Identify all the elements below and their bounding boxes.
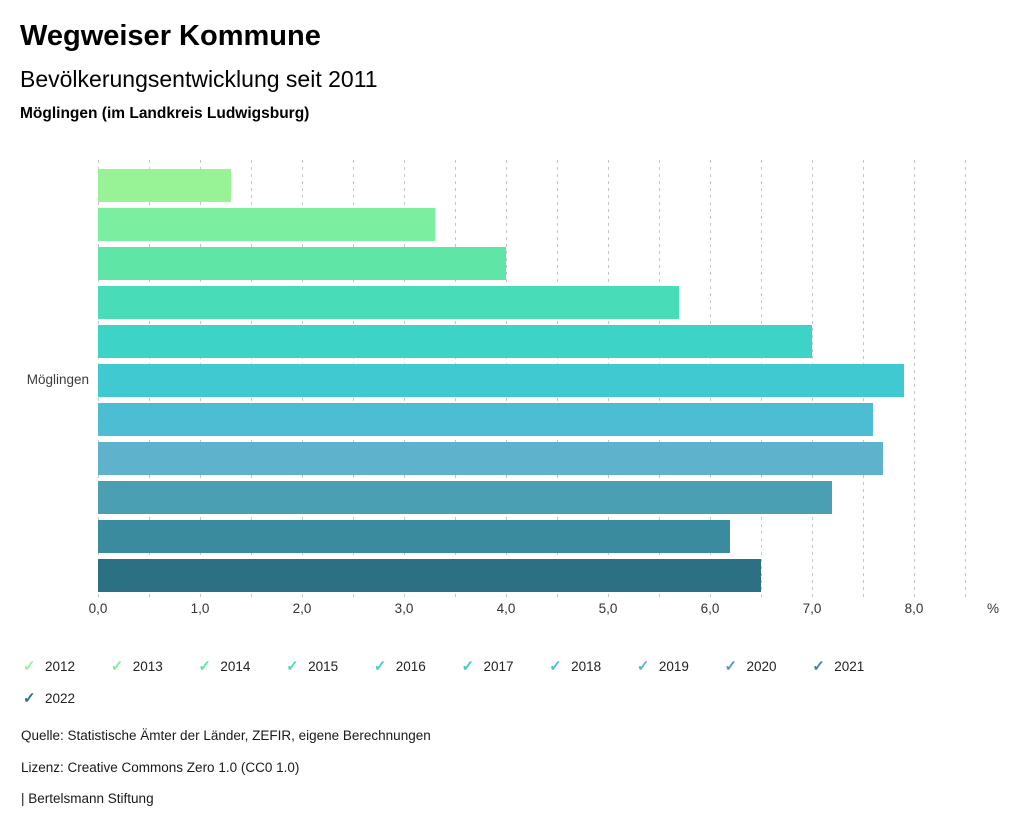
- source-note: Quelle: Statistische Ämter der Länder, Z…: [21, 728, 431, 743]
- legend-item-2018[interactable]: ✓ 2018: [549, 657, 637, 675]
- legend-label: 2017: [483, 658, 514, 674]
- checkmark-icon: ✓: [23, 657, 36, 675]
- bar-2012[interactable]: [98, 169, 231, 202]
- x-tick-label-4,0: 4,0: [496, 601, 516, 616]
- legend-label: 2016: [395, 658, 426, 674]
- license-note: Lizenz: Creative Commons Zero 1.0 (CC0 1…: [21, 760, 300, 775]
- bar-2014[interactable]: [98, 247, 506, 280]
- checkmark-icon: ✓: [23, 689, 36, 707]
- bar-2016[interactable]: [98, 325, 812, 358]
- bar-2017[interactable]: [98, 364, 904, 397]
- x-axis-unit-label: %: [986, 601, 1000, 616]
- legend-item-2015[interactable]: ✓ 2015: [286, 657, 374, 675]
- bar-2018[interactable]: [98, 403, 874, 436]
- x-tick-label-3,0: 3,0: [394, 601, 414, 616]
- bar-2021[interactable]: [98, 520, 731, 553]
- legend-label: 2022: [45, 690, 76, 706]
- plot-area: [98, 160, 966, 598]
- checkmark-icon: ✓: [636, 657, 650, 675]
- legend-row: ✓ 2022: [23, 689, 900, 707]
- checkmark-icon: ✓: [198, 657, 211, 675]
- bar-2015[interactable]: [98, 286, 680, 319]
- attribution-note: | Bertelsmann Stiftung: [21, 791, 154, 806]
- legend-item-2012[interactable]: ✓ 2012: [23, 657, 111, 675]
- gridline: [965, 160, 966, 598]
- legend-label: 2012: [45, 658, 76, 674]
- checkmark-icon: ✓: [286, 657, 299, 675]
- legend-item-2019[interactable]: ✓ 2019: [637, 657, 725, 675]
- bar-2019[interactable]: [98, 442, 884, 475]
- bar-2020[interactable]: [98, 481, 833, 514]
- x-tick-label-8,0: 8,0: [904, 601, 924, 616]
- bar-2022[interactable]: [98, 559, 761, 592]
- legend-item-2017[interactable]: ✓ 2017: [461, 657, 549, 675]
- x-tick-label-6,0: 6,0: [700, 601, 720, 616]
- legend-item-2016[interactable]: ✓ 2016: [374, 657, 462, 675]
- gridline: [914, 160, 915, 598]
- legend-label: 2020: [746, 658, 777, 674]
- legend-label: 2019: [658, 658, 689, 674]
- x-tick-label-5,0: 5,0: [598, 601, 618, 616]
- page-title: Wegweiser Kommune: [20, 20, 321, 52]
- legend-label: 2021: [834, 658, 865, 674]
- x-tick-label-0,0: 0,0: [88, 601, 108, 616]
- legend-label: 2015: [308, 658, 339, 674]
- legend-row: ✓ 2012 ✓ 2013 ✓ 2014 ✓ 2015 ✓ 2016 ✓ 2017 ✓ 2018 ✓ 2019…: [23, 657, 900, 675]
- checkmark-icon: ✓: [373, 657, 387, 675]
- bar-2013[interactable]: [98, 208, 435, 241]
- legend-item-2021[interactable]: ✓ 2021: [812, 657, 900, 675]
- x-tick-label-7,0: 7,0: [802, 601, 822, 616]
- x-tick-label-1,0: 1,0: [190, 601, 210, 616]
- checkmark-icon: ✓: [549, 657, 562, 675]
- chart-title: Bevölkerungsentwicklung seit 2011: [20, 66, 378, 92]
- legend-item-2020[interactable]: ✓ 2020: [725, 657, 813, 675]
- x-axis: 0,0 1,0 2,0 3,0 4,0 5,0 6,0 7,0 8,0%: [89, 601, 999, 621]
- legend-item-2013[interactable]: ✓ 2013: [111, 657, 199, 675]
- checkmark-icon: ✓: [110, 657, 124, 675]
- category-label: Möglingen: [26, 372, 89, 387]
- checkmark-icon: ✓: [724, 657, 738, 675]
- chart-location: Möglingen (im Landkreis Ludwigsburg): [20, 105, 310, 122]
- legend-label: 2014: [220, 658, 251, 674]
- checkmark-icon: ✓: [461, 657, 475, 675]
- legend: ✓ 2012 ✓ 2013 ✓ 2014 ✓ 2015 ✓ 2016 ✓ 2017 ✓ 2018 ✓ 2019…: [23, 657, 900, 721]
- x-tick-label-2,0: 2,0: [292, 601, 312, 616]
- legend-label: 2018: [571, 658, 602, 674]
- legend-label: 2013: [132, 658, 163, 674]
- checkmark-icon: ✓: [812, 657, 825, 675]
- legend-item-2022[interactable]: ✓ 2022: [23, 689, 111, 707]
- legend-item-2014[interactable]: ✓ 2014: [198, 657, 286, 675]
